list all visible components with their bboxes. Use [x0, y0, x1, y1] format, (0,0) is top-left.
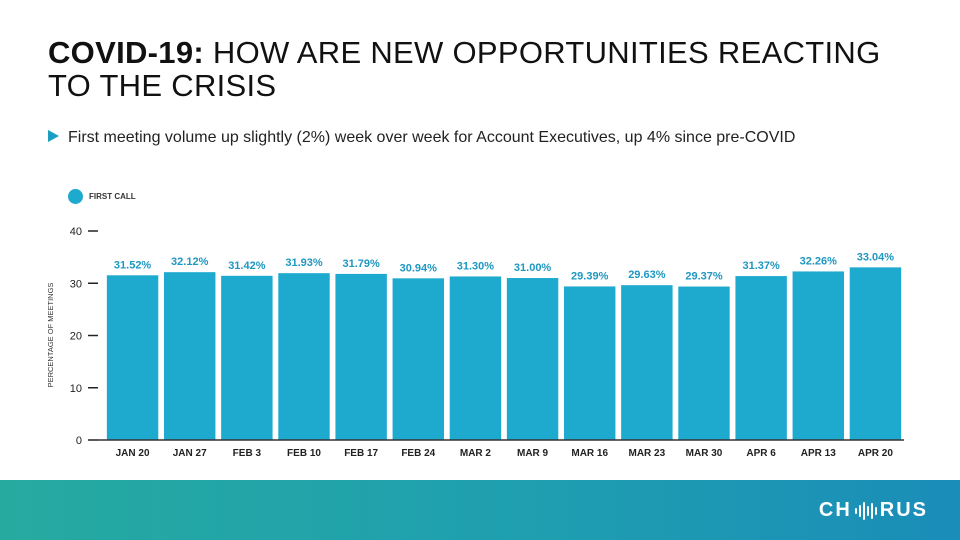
legend-label: FIRST CALL: [89, 192, 136, 201]
bar: [164, 272, 216, 440]
x-tick-label: MAR 9: [517, 448, 549, 459]
y-tick-label: 40: [70, 226, 82, 238]
bar-data-label: 29.39%: [571, 270, 609, 282]
bullet-point: First meeting volume up slightly (2%) we…: [48, 127, 808, 149]
bar-data-label: 31.42%: [228, 260, 266, 272]
chorus-logo: CH RUS: [819, 499, 928, 522]
bar: [221, 275, 273, 440]
bar-data-label: 33.04%: [857, 251, 895, 263]
logo-text-left: CH: [818, 499, 852, 521]
y-tick-label: 0: [76, 435, 82, 447]
bar-data-label: 31.52%: [114, 259, 152, 271]
y-tick-label: 30: [70, 278, 82, 290]
bullet-text: First meeting volume up slightly (2%) we…: [68, 129, 796, 146]
x-tick-label: JAN 27: [173, 448, 207, 459]
x-tick-label: APR 20: [858, 448, 893, 459]
bar: [449, 276, 502, 440]
bar: [678, 286, 730, 440]
bar-data-label: 29.63%: [628, 269, 666, 281]
x-tick-label: MAR 16: [571, 448, 608, 459]
logo-text-right: RUS: [879, 499, 928, 521]
bar: [392, 278, 444, 440]
bar-data-label: 32.12%: [171, 256, 209, 268]
x-tick-label: FEB 3: [233, 448, 262, 459]
x-tick-label: APR 6: [746, 448, 776, 459]
bar: [849, 267, 902, 440]
bar: [735, 276, 787, 440]
title-strong: COVID-19:: [48, 35, 205, 70]
triangle-bullet-icon: [48, 130, 59, 142]
bar: [106, 275, 159, 440]
x-tick-label: FEB 10: [287, 448, 321, 459]
x-tick-label: FEB 24: [401, 448, 435, 459]
y-tick-label: 10: [70, 383, 82, 395]
bar: [564, 286, 616, 440]
bar-chart: 0 10 20 30 40 PERCENTAGE OF MEETINGS 31.52% JAN…: [46, 226, 904, 459]
footer-band: CH RUS: [0, 480, 960, 540]
title-rest: HOW ARE NEW OPPORTUNITIES REACTING TO TH…: [48, 35, 881, 103]
bar-data-label: 31.93%: [285, 257, 323, 269]
x-tick-label: MAR 23: [629, 448, 666, 459]
bar: [278, 273, 330, 440]
sound-wave-icon: [854, 501, 878, 521]
page-title: COVID-19: HOW ARE NEW OPPORTUNITIES REAC…: [48, 36, 908, 102]
y-tick-label: 20: [70, 331, 82, 343]
bar: [335, 273, 387, 440]
x-tick-label: FEB 17: [344, 448, 378, 459]
bar: [506, 278, 559, 440]
bar-data-label: 32.26%: [800, 255, 838, 267]
bar-data-label: 31.00%: [514, 262, 552, 274]
y-axis-label: PERCENTAGE OF MEETINGS: [46, 283, 55, 388]
legend-swatch: [68, 189, 83, 204]
bar-data-label: 30.94%: [400, 262, 438, 274]
bar-data-label: 29.37%: [685, 271, 723, 283]
bar: [792, 271, 844, 440]
bar-data-label: 31.79%: [342, 258, 380, 270]
x-tick-label: MAR 30: [686, 448, 723, 459]
x-tick-label: JAN 20: [116, 448, 150, 459]
bar-data-label: 31.37%: [742, 260, 780, 272]
chart-legend: FIRST CALL: [68, 189, 136, 204]
x-tick-label: APR 13: [801, 448, 836, 459]
bar: [621, 285, 673, 440]
x-tick-label: MAR 2: [460, 448, 492, 459]
bar-data-label: 31.30%: [457, 260, 495, 272]
